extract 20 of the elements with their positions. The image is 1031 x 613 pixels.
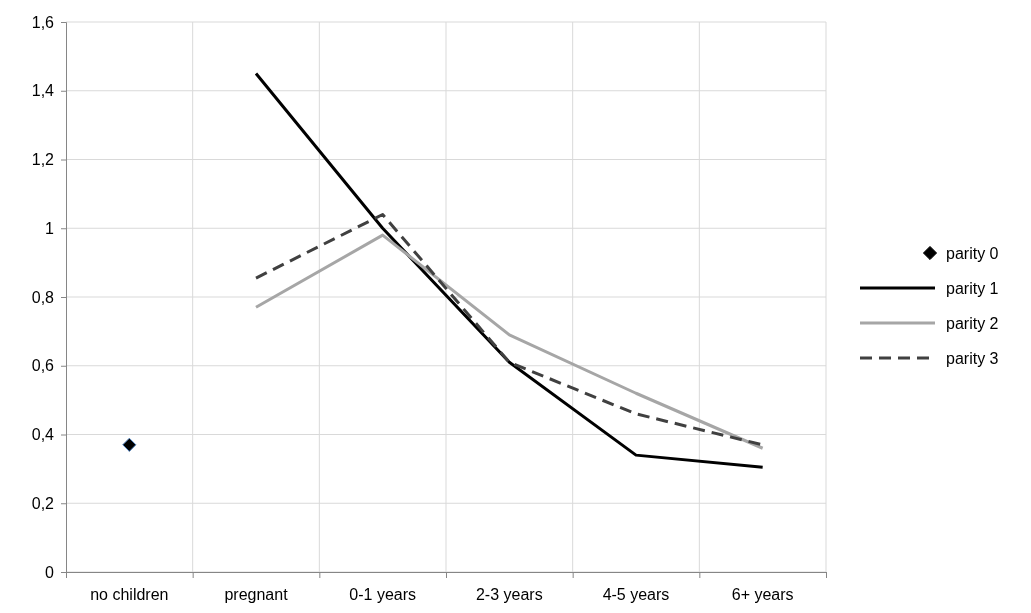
y-tick-label: 1,4 <box>31 82 55 100</box>
legend-label: parity 3 <box>946 350 999 367</box>
x-tick-label: 0-1 years <box>349 586 417 603</box>
y-tick-label: 1,2 <box>31 151 55 169</box>
y-tick-label: 0,2 <box>31 494 55 512</box>
x-tick-label: pregnant <box>224 586 289 603</box>
y-tick-label: 0,8 <box>31 288 55 306</box>
x-tick-label: 6+ years <box>731 586 794 603</box>
y-tick-label: 0,6 <box>31 357 55 375</box>
y-tick-label: 1 <box>45 219 55 237</box>
legend-label: parity 0 <box>946 245 999 262</box>
x-tick-label: 2-3 years <box>475 586 543 603</box>
x-tick-label: 4-5 years <box>602 586 670 603</box>
y-tick-label: 0,4 <box>31 426 55 444</box>
legend-label: parity 2 <box>946 315 999 332</box>
x-tick-label: no children <box>90 586 169 603</box>
y-tick-label: 0 <box>45 563 55 581</box>
line-series <box>254 72 765 469</box>
y-tick-label: 1,6 <box>31 13 55 31</box>
legend-label: parity 1 <box>946 280 999 297</box>
